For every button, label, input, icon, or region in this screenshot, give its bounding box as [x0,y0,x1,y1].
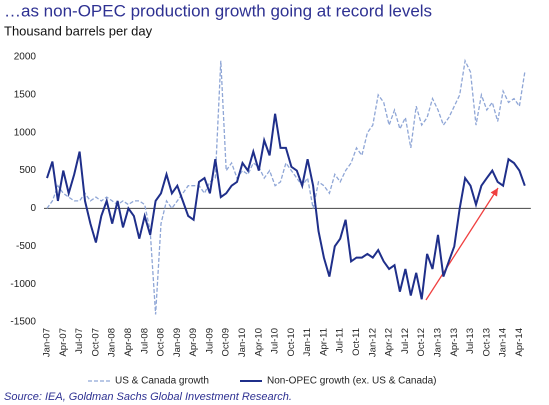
x-tick-label: Apr-08 [123,328,134,357]
x-tick-label: Apr-10 [253,328,264,357]
x-tick-label: Jul-13 [465,328,476,354]
x-tick-label: Oct-12 [416,328,427,357]
x-tick-label: Oct-10 [286,328,297,357]
x-tick-label: Jan-09 [172,328,183,357]
chart-subtitle: Thousand barrels per day [4,23,153,38]
trend-arrow [425,187,499,301]
chart-title: …as non-OPEC production growth going at … [4,1,432,20]
y-tick-label: -1000 [10,279,36,290]
x-tick-label: Oct-08 [156,328,167,357]
x-tick-label: Jul-12 [400,328,411,354]
series-line [46,113,526,300]
y-tick-label: 2000 [14,52,37,63]
x-tick-label: Jan-13 [432,328,443,357]
x-tick-label: Jul-11 [335,328,346,353]
y-tick-label: 1000 [14,127,37,138]
y-tick-label: 0 [30,203,36,214]
y-tick-label: -500 [16,241,36,252]
x-tick-label: Oct-07 [90,328,101,357]
x-tick-label: Apr-07 [58,328,69,357]
x-tick-label: Oct-09 [221,328,232,357]
y-tick-label: -1500 [10,317,36,328]
x-tick-label: Jul-07 [74,328,85,354]
x-tick-label: Oct-11 [351,328,362,356]
series-line [46,58,526,315]
x-tick-label: Oct-13 [481,328,492,357]
x-tick-label: Jul-08 [139,328,150,354]
x-tick-label: Jan-08 [107,328,118,357]
x-tick-label: Apr-12 [384,328,395,357]
y-tick-label: 500 [19,165,36,176]
legend-label: Non-OPEC growth (ex. US & Canada) [267,376,437,387]
x-tick-label: Jul-10 [270,328,281,354]
x-tick-label: Jan-12 [367,328,378,357]
x-tick-label: Apr-11 [318,328,329,356]
x-tick-label: Jan-11 [302,328,313,356]
y-tick-label: 1500 [14,89,37,100]
legend-label: US & Canada growth [115,376,209,387]
source-note: Source: IEA, Goldman Sachs Global Invest… [4,391,292,403]
x-tick-label: Jan-14 [498,328,509,357]
x-tick-label: Apr-09 [188,328,199,357]
x-tick-label: Jan-10 [237,328,248,357]
x-tick-label: Apr-13 [449,328,460,357]
x-tick-label: Apr-14 [514,328,525,357]
x-tick-label: Jul-09 [204,328,215,354]
x-tick-label: Jan-07 [42,328,53,357]
